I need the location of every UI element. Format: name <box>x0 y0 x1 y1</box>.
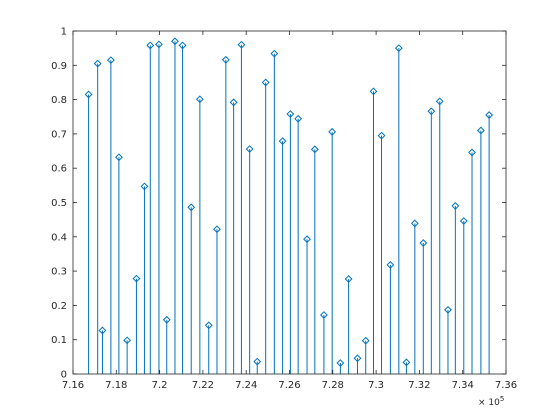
stem-marker <box>213 225 221 234</box>
stem-marker <box>253 357 262 366</box>
stem-marker <box>468 148 476 157</box>
stem-marker <box>459 217 468 225</box>
stem-marker <box>221 55 230 64</box>
x-tick-label: 7.32 <box>408 380 430 391</box>
stem-marker <box>476 126 485 135</box>
stem-marker <box>171 37 179 46</box>
stem-marker <box>344 275 353 283</box>
x-tick-label: 7.3 <box>368 380 384 391</box>
stem-marker <box>310 145 319 154</box>
stem-marker <box>106 56 115 65</box>
y-tick-label: 0.2 <box>51 301 67 312</box>
stem-marker <box>303 235 311 244</box>
stem-marker <box>394 44 403 53</box>
x-tick-label: 7.26 <box>278 380 300 391</box>
stem-marker <box>178 41 187 50</box>
y-tick-label: 0.6 <box>51 164 67 175</box>
x-tick-label: 7.18 <box>105 380 127 391</box>
x-tick-label: 7.34 <box>452 380 474 391</box>
stem-marker <box>353 354 362 363</box>
x-axis-ticks: 7.16 7.18 7.2 7.22 7.24 7.26 7.28 7.3 7.32 7.34 7.… <box>62 31 517 391</box>
stem-marker <box>294 114 303 123</box>
stem-series <box>84 37 494 374</box>
stem-marker <box>451 202 460 210</box>
y-tick-label: 0.9 <box>51 61 67 72</box>
x-tick-label: 7.2 <box>152 380 168 391</box>
y-tick-label: 0.8 <box>51 95 67 106</box>
stem-marker <box>155 40 163 49</box>
stem-marker <box>187 203 196 212</box>
stem-marker <box>320 311 328 319</box>
stem-marker <box>361 336 370 345</box>
stem-marker <box>369 87 378 96</box>
stem-marker <box>204 321 213 330</box>
stem-marker <box>245 145 254 153</box>
stem-marker <box>84 90 93 99</box>
x-tick-label: 7.28 <box>322 380 344 391</box>
stem-marker <box>261 78 270 87</box>
stem-marker <box>444 305 452 314</box>
stem-marker <box>140 182 149 191</box>
x-exponent-power: 5 <box>500 395 504 403</box>
stem-marker <box>98 326 107 335</box>
stem-marker <box>435 97 444 106</box>
stem-marker <box>114 153 123 162</box>
x-tick-label: 7.22 <box>192 380 214 391</box>
stem-marker <box>286 110 295 118</box>
y-tick-label: 0.5 <box>51 198 67 209</box>
y-tick-label: 0 <box>61 370 67 381</box>
y-tick-label: 0.4 <box>51 232 67 243</box>
x-tick-label: 7.36 <box>495 380 517 391</box>
stem-marker <box>146 41 155 50</box>
stem-marker <box>386 261 395 269</box>
stem-marker <box>132 274 141 283</box>
stem-marker <box>195 95 204 104</box>
stem-marker <box>237 40 246 49</box>
stem-marker <box>377 131 386 140</box>
stem-marker <box>419 239 428 247</box>
plot-area <box>73 31 506 374</box>
stem-marker <box>278 137 287 146</box>
y-axis-ticks: 0 0.1 0.2 0.3 0.4 0.5 0.6 0.7 0.8 0.9 1 <box>51 27 506 381</box>
y-tick-label: 0.3 <box>51 267 67 278</box>
stem-marker <box>485 111 494 119</box>
x-exponent-label: × 105 <box>478 395 504 408</box>
stem-marker <box>270 49 279 58</box>
x-tick-label: 7.24 <box>235 380 257 391</box>
x-tick-label: 7.16 <box>62 380 84 391</box>
stem-marker <box>427 107 436 116</box>
stem-marker <box>336 359 345 367</box>
stem-marker <box>328 127 337 136</box>
stem-marker <box>410 219 419 228</box>
y-tick-label: 1 <box>61 27 67 38</box>
stem-marker <box>402 358 411 367</box>
stem-marker <box>162 315 171 324</box>
stem-marker <box>93 59 102 68</box>
stem-marker <box>229 98 238 107</box>
stem-marker <box>123 336 132 345</box>
y-tick-label: 0.7 <box>51 129 67 140</box>
y-tick-label: 0.1 <box>51 335 67 346</box>
